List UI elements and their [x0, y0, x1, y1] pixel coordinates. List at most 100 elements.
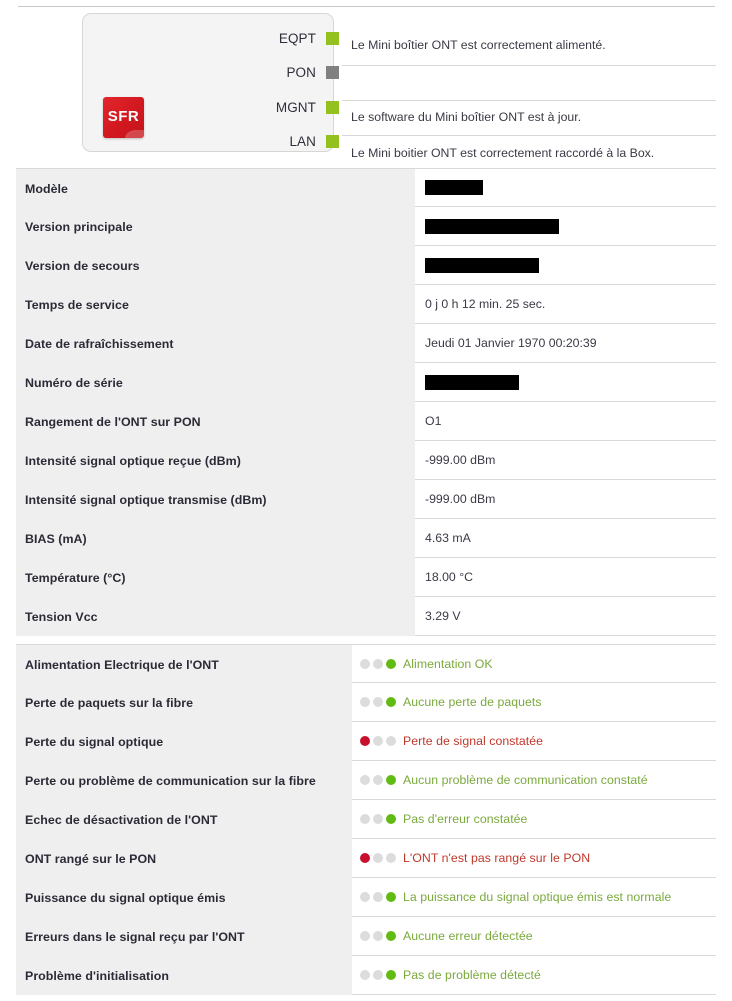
- status-dot-green: [386, 814, 396, 824]
- diagnostic-message: Pas de problème détecté: [403, 968, 541, 982]
- traffic-light-icon: [360, 775, 396, 785]
- diagnostic-row-label: Erreurs dans le signal reçu par l'ONT: [16, 917, 352, 956]
- status-dot-amber: [373, 853, 383, 863]
- redacted-value-bar: [425, 257, 539, 273]
- table-row: Version de secours: [16, 246, 716, 285]
- diagnostic-row-label: Alimentation Electrique de l'ONT: [16, 645, 352, 684]
- diagnostic-message: Pas d'erreur constatée: [403, 812, 528, 826]
- status-dot-red: [360, 697, 370, 707]
- info-row-value: [415, 207, 716, 245]
- table-row: ONT rangé sur le PON L'ONT n'est pas rang…: [16, 839, 716, 878]
- diagnostic-row-label: Perte de paquets sur la fibre: [16, 683, 352, 722]
- diagnostic-row-value: Aucune perte de paquets: [352, 683, 716, 721]
- led-label-mgnt: MGNT: [275, 99, 316, 115]
- info-row-value: 4.63 mA: [415, 519, 716, 557]
- device-led-card: SFR EQPT PON MGNT LAN: [82, 13, 339, 152]
- table-row: Erreurs dans le signal reçu par l'ONT Auc…: [16, 917, 716, 956]
- led-row-pon: PON: [286, 64, 339, 80]
- diagnostic-row-value: Pas de problème détecté: [352, 956, 716, 994]
- diagnostic-row-label: Perte du signal optique: [16, 722, 352, 761]
- traffic-light-icon: [360, 814, 396, 824]
- diagnostic-message: Aucune perte de paquets: [403, 695, 542, 709]
- diagnostic-row-value: L'ONT n'est pas rangé sur le PON: [352, 839, 716, 877]
- info-row-label: BIAS (mA): [16, 519, 415, 558]
- table-row: Modèle: [16, 168, 716, 208]
- table-row: Date de rafraîchissement Jeudi 01 Janvier…: [16, 324, 716, 363]
- status-message-text: Le Mini boîtier ONT est correctement ali…: [351, 38, 606, 52]
- table-row: Alimentation Electrique de l'ONT Alimenta…: [16, 644, 716, 684]
- status-dot-red: [360, 736, 370, 746]
- diagnostic-row-label: ONT rangé sur le PON: [16, 839, 352, 878]
- diagnostic-row-value: Aucune erreur détectée: [352, 917, 716, 955]
- status-dot-amber: [373, 697, 383, 707]
- table-row: Tension Vcc 3.29 V: [16, 597, 716, 636]
- diagnostic-row-value: Aucun problème de communication constaté: [352, 761, 716, 799]
- info-row-value: [415, 169, 716, 206]
- ont-status-messages: Le Mini boîtier ONT est correctement ali…: [342, 26, 716, 173]
- ont-diagnostics-table: Alimentation Electrique de l'ONT Alimenta…: [16, 644, 716, 995]
- traffic-light-icon: [360, 853, 396, 863]
- status-dot-red: [360, 775, 370, 785]
- diagnostic-message: Perte de signal constatée: [403, 734, 544, 748]
- diagnostic-row-value: Alimentation OK: [352, 645, 716, 682]
- status-message-text: Le software du Mini boîtier ONT est à jo…: [351, 110, 582, 124]
- led-row-lan: LAN: [289, 133, 339, 149]
- info-row-label: Version principale: [16, 207, 415, 246]
- ont-info-table: Modèle Version principale Version de secou…: [16, 168, 716, 636]
- led-row-mgnt: MGNT: [275, 99, 339, 115]
- sfr-logo-swoosh: [125, 130, 144, 138]
- table-row: Temps de service 0 j 0 h 12 min. 25 sec.: [16, 285, 716, 324]
- info-row-label: Intensité signal optique reçue (dBm): [16, 441, 415, 480]
- status-dot-amber: [373, 736, 383, 746]
- traffic-light-icon: [360, 970, 396, 980]
- redacted-value-bar: [425, 180, 483, 195]
- diagnostic-message: Aucun problème de communication constaté: [403, 773, 648, 787]
- info-row-value: Jeudi 01 Janvier 1970 00:20:39: [415, 324, 716, 362]
- ont-status-header: SFR EQPT PON MGNT LAN: [0, 13, 732, 160]
- diagnostic-row-label: Perte ou problème de communication sur l…: [16, 761, 352, 800]
- traffic-light-icon: [360, 931, 396, 941]
- diagnostic-message: La puissance du signal optique émis est …: [403, 890, 672, 904]
- status-message-text: Le Mini boitier ONT est correctement rac…: [351, 146, 655, 160]
- status-dot-green: [386, 970, 396, 980]
- diagnostic-row-label: Problème d'initialisation: [16, 956, 352, 995]
- diagnostic-row-value: La puissance du signal optique émis est …: [352, 878, 716, 916]
- info-row-label: Rangement de l'ONT sur PON: [16, 402, 415, 441]
- table-row: Echec de désactivation de l'ONT Pas d'err…: [16, 800, 716, 839]
- table-row: Intensité signal optique transmise (dBm)…: [16, 480, 716, 519]
- traffic-light-icon: [360, 658, 396, 669]
- table-row: Problème d'initialisation Pas de problème…: [16, 956, 716, 995]
- info-row-value: [415, 246, 716, 284]
- info-row-value: 3.29 V: [415, 597, 716, 635]
- table-row: Version principale: [16, 207, 716, 246]
- led-label-eqpt: EQPT: [278, 30, 316, 46]
- status-dot-green: [386, 892, 396, 902]
- info-row-label: Température (°C): [16, 558, 415, 597]
- info-row-label: Temps de service: [16, 285, 415, 324]
- status-message-row: Le Mini boitier ONT est correctement rac…: [342, 136, 716, 173]
- table-row: Perte ou problème de communication sur l…: [16, 761, 716, 800]
- table-row: Perte de paquets sur la fibre Aucune pert…: [16, 683, 716, 722]
- table-row: Intensité signal optique reçue (dBm) -999…: [16, 441, 716, 480]
- table-row: Numéro de série: [16, 363, 716, 402]
- status-dot-green: [386, 697, 396, 707]
- sfr-logo-text: SFR: [107, 108, 140, 125]
- status-dot-green: [386, 736, 396, 746]
- table-row: Température (°C) 18.00 °C: [16, 558, 716, 597]
- status-dot-red: [360, 931, 370, 941]
- status-dot-red: [360, 853, 370, 863]
- status-message-row: Le software du Mini boîtier ONT est à jo…: [342, 101, 716, 136]
- table-row: Perte du signal optique Perte de signal c…: [16, 722, 716, 761]
- status-message-row: [342, 66, 716, 101]
- status-dot-amber: [373, 931, 383, 941]
- redacted-value-bar: [425, 374, 519, 390]
- info-row-label: Version de secours: [16, 246, 415, 285]
- status-dot-green: [386, 775, 396, 785]
- status-dot-red: [360, 970, 370, 980]
- led-indicator-pon-icon: [326, 65, 339, 79]
- status-dot-green: [386, 853, 396, 863]
- status-dot-red: [360, 814, 370, 824]
- info-row-value: -999.00 dBm: [415, 441, 716, 479]
- status-dot-amber: [373, 658, 383, 669]
